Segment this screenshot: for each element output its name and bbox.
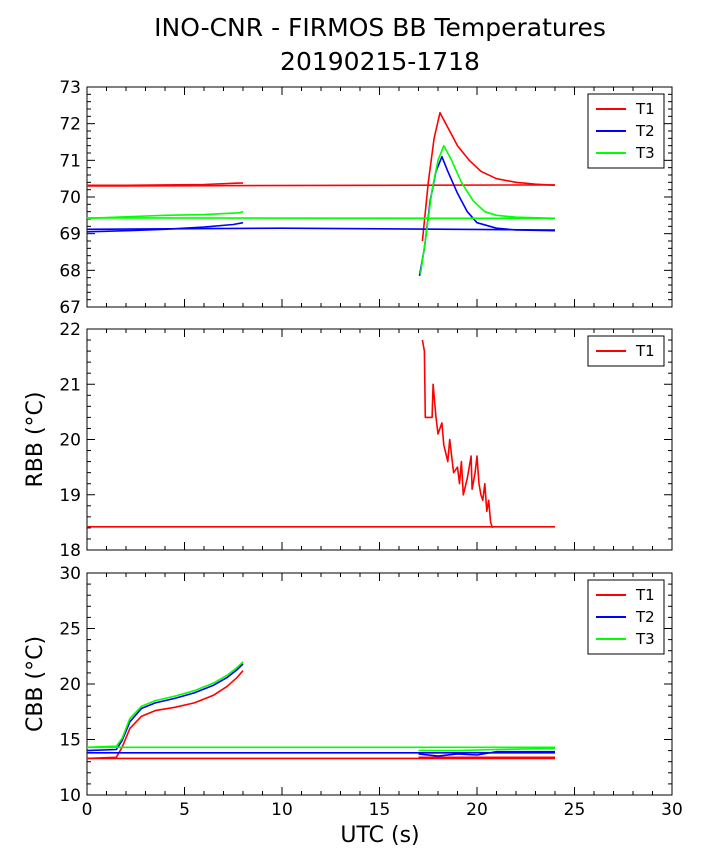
series-line (86, 663, 244, 752)
series-line (86, 670, 244, 760)
legend: T1 (587, 335, 665, 367)
series-line (419, 144, 556, 275)
x-tick-label: 0 (82, 800, 93, 820)
y-tick-label: 30 (59, 564, 81, 584)
y-tick-label: 72 (59, 115, 81, 135)
series-line (421, 111, 556, 242)
series-line (421, 339, 494, 529)
y-tick-label: 21 (59, 375, 81, 395)
series-t3 (86, 144, 556, 275)
y-tick-label: 69 (59, 225, 81, 245)
y-tick-label: 19 (59, 486, 81, 506)
x-tick-label: 30 (661, 800, 683, 820)
legend-label-t1: T1 (635, 342, 655, 360)
series-t2 (86, 663, 555, 757)
x-tick-label: 10 (271, 800, 293, 820)
plot-frame (86, 328, 673, 551)
series-line (418, 750, 555, 757)
chart-title-line2: 20190215-1718 (280, 47, 480, 76)
panels-group: 67 68 69 70 71 72 73 T1 T2 T3 18 19 20 21 22 RBB (°C) T1… (23, 78, 683, 820)
legend-label-t1: T1 (635, 586, 655, 604)
legend: T1 T2 T3 (587, 579, 665, 655)
series-t3 (86, 661, 556, 752)
y-axis-label: CBB (°C) (23, 636, 48, 732)
y-tick-label: 20 (59, 431, 81, 451)
x-tick-label: 25 (564, 800, 586, 820)
chart-title-line1: INO-CNR - FIRMOS BB Temperatures (154, 13, 606, 42)
x-axis-label: UTC (s) (340, 823, 419, 848)
series-t1 (86, 111, 556, 242)
series-line (86, 221, 244, 233)
y-tick-label: 15 (59, 731, 81, 751)
x-tick-label: 20 (466, 800, 488, 820)
legend-label-t3: T3 (635, 630, 655, 648)
y-tick-label: 70 (59, 188, 81, 208)
y-tick-label: 68 (59, 261, 81, 281)
y-tick-label: 10 (59, 786, 81, 806)
x-tick-label: 5 (179, 800, 190, 820)
panel-1: 67 68 69 70 71 72 73 T1 T2 T3 (59, 78, 673, 318)
series-line (418, 747, 556, 752)
y-axis-label: RBB (°C) (23, 392, 48, 488)
plot-frame (86, 86, 673, 308)
y-tick-label: 18 (59, 541, 81, 561)
legend-label-t1: T1 (635, 100, 655, 118)
y-tick-label: 22 (59, 320, 81, 340)
panel-3: 0 5 10 15 20 25 30 10 15 20 25 30 CBB (°C) T1 T2 T3 (23, 564, 683, 820)
x-tick-label: 15 (369, 800, 391, 820)
y-tick-label: 67 (59, 298, 81, 318)
series-line (86, 184, 556, 187)
legend-label-t2: T2 (635, 122, 655, 140)
legend: T1 T2 T3 (587, 93, 665, 169)
series-line (86, 227, 556, 231)
y-tick-label: 25 (59, 620, 81, 640)
plot-frame (86, 572, 673, 796)
legend-label-t2: T2 (635, 608, 655, 626)
series-t1 (87, 339, 555, 529)
y-tick-label: 73 (59, 78, 81, 98)
series-line (86, 661, 244, 749)
panel-2: 18 19 20 21 22 RBB (°C) T1 (23, 320, 673, 561)
y-tick-label: 71 (59, 151, 81, 171)
y-tick-label: 20 (59, 675, 81, 695)
legend-label-t3: T3 (635, 144, 655, 162)
series-t1 (86, 670, 555, 760)
series-line (86, 210, 244, 220)
